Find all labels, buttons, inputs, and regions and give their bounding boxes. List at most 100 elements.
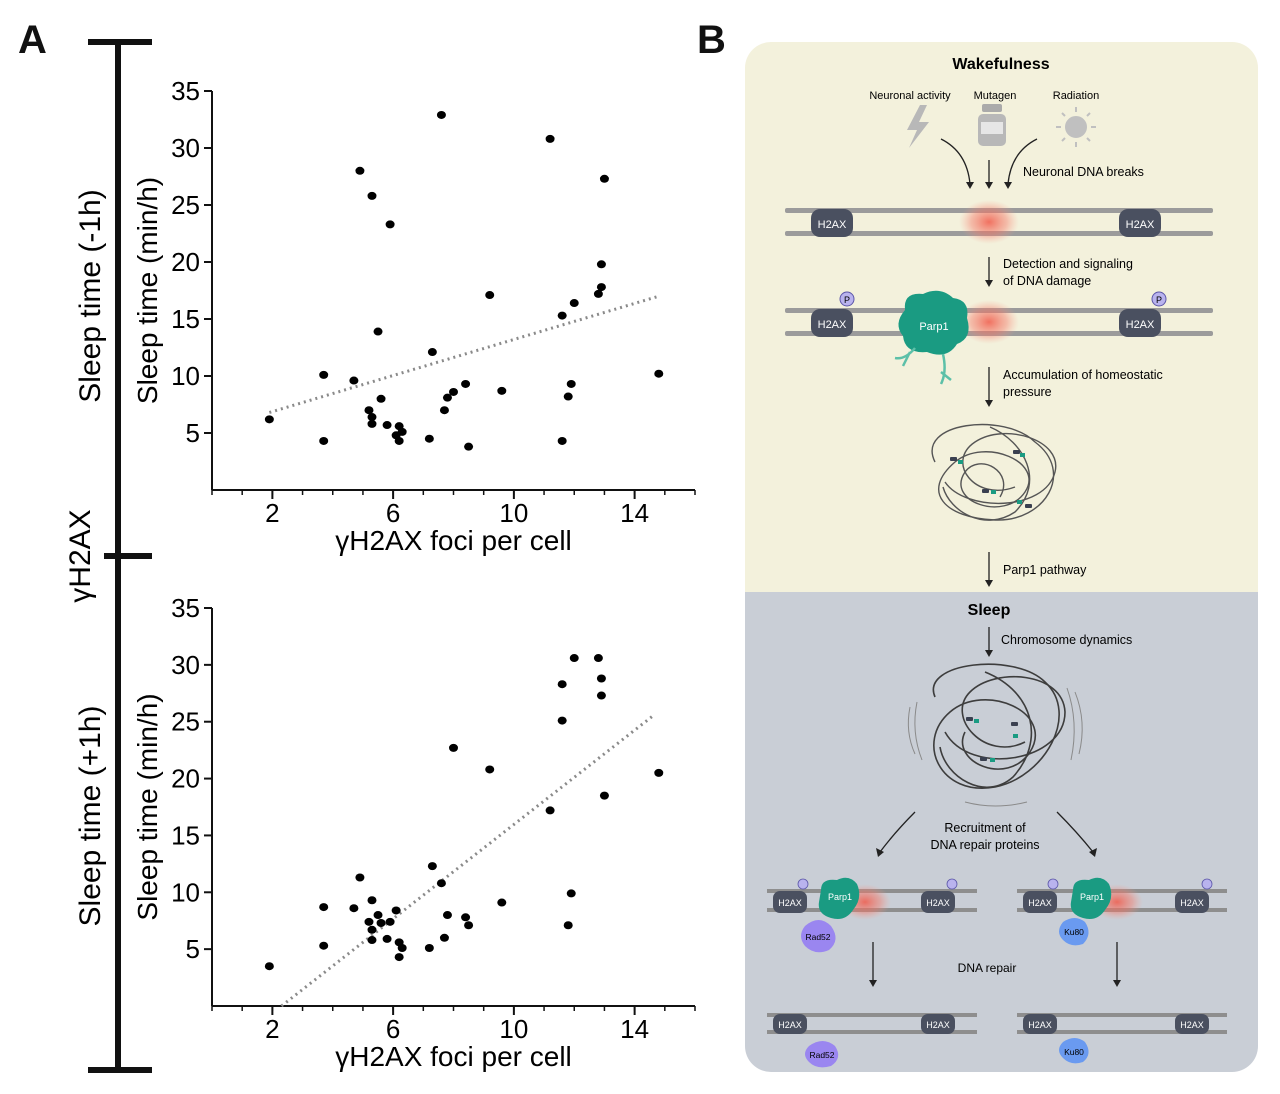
data-point <box>599 791 609 800</box>
y-tick-label: 25 <box>171 190 200 220</box>
data-point <box>382 421 392 430</box>
data-point <box>566 889 576 898</box>
svg-text:H2AX: H2AX <box>818 219 847 231</box>
y-tick-label: 10 <box>171 361 200 391</box>
data-point <box>427 348 437 357</box>
data-point <box>442 911 452 920</box>
svg-text:H2AX: H2AX <box>1180 1020 1204 1030</box>
accumulation-label-1: Accumulation of homeostatic <box>1003 368 1163 382</box>
neuronal-breaks-label: Neuronal DNA breaks <box>1023 165 1144 179</box>
group-label-bg <box>58 492 104 622</box>
repair-complex-rad52: H2AX H2AX Parp1 Rad52 <box>767 877 977 953</box>
chromatin-tangle-sleep <box>932 663 1066 789</box>
repaired-dna-left: H2AX H2AX Rad52 <box>767 1013 977 1068</box>
y-tick-label: 20 <box>171 247 200 277</box>
scatter-plot-before: 2 6 10 14 5 10 15 20 25 30 35 γH2AX foci per cell Sl… <box>132 76 696 556</box>
x-tick-label: 14 <box>620 498 649 528</box>
condition-bracket <box>88 39 152 1073</box>
data-point <box>364 406 374 415</box>
data-point <box>367 896 377 905</box>
y-axis-label: Sleep time (min/h) <box>132 693 163 920</box>
x-tick-label: 14 <box>620 1014 649 1044</box>
data-point <box>442 393 452 402</box>
data-point <box>485 291 495 300</box>
svg-text:H2AX: H2AX <box>1028 1020 1052 1030</box>
mechanism-diagram: Wakefulness Neuronal activity Mutagen Ra… <box>745 42 1258 1072</box>
x-tick-label: 10 <box>499 498 528 528</box>
chromatin-marks-sleep <box>966 717 1018 762</box>
data-point <box>424 944 434 953</box>
y-axis-label: Sleep time (min/h) <box>132 177 163 404</box>
data-point <box>319 370 329 379</box>
nucleosome-right: H2AX <box>1119 209 1161 237</box>
panel-a-letter: A <box>18 18 47 62</box>
sleep-title: Sleep <box>968 602 1011 619</box>
data-point <box>382 934 392 943</box>
motion-lines <box>907 687 1083 807</box>
dna-break-glow <box>959 200 1019 244</box>
phospho-nucleosome-right: H2AX P <box>1119 291 1167 337</box>
data-point <box>394 953 404 962</box>
data-point <box>367 936 377 945</box>
x-tick-label: 2 <box>265 498 279 528</box>
data-point <box>654 369 664 378</box>
svg-text:H2AX: H2AX <box>778 1020 802 1030</box>
data-point <box>485 765 495 774</box>
detection-label-1: Detection and signaling <box>1003 257 1133 271</box>
data-point <box>349 376 359 385</box>
data-point <box>497 898 507 907</box>
data-point <box>545 134 555 143</box>
panel-b-letter: B <box>697 18 726 62</box>
y-tick-label: 20 <box>171 764 200 794</box>
svg-text:Ku80: Ku80 <box>1064 927 1084 937</box>
x-tick-label: 6 <box>386 1014 400 1044</box>
data-point <box>319 903 329 912</box>
data-point <box>394 436 404 445</box>
repair-complex-ku80: H2AX H2AX Parp1 Ku80 <box>1017 877 1227 946</box>
data-point <box>557 436 567 445</box>
data-point <box>397 944 407 953</box>
data-point <box>373 327 383 336</box>
source-label-mutagen: Mutagen <box>974 90 1017 102</box>
svg-text:Parp1: Parp1 <box>828 892 852 902</box>
signaling-dna <box>785 300 1213 344</box>
data-point <box>566 379 576 388</box>
scatter-plot-after: 2 6 10 14 5 10 15 20 25 30 35 γH2AX foci per cell Sl… <box>132 593 696 1072</box>
bottom-row-label: Sleep time (+1h) <box>74 706 107 927</box>
data-point <box>464 442 474 451</box>
data-point <box>557 716 567 725</box>
data-point <box>569 654 579 663</box>
svg-text:Parp1: Parp1 <box>919 321 948 333</box>
data-point <box>545 806 555 815</box>
dna-repair-label: DNA repair <box>958 961 1017 975</box>
source-label-radiation: Radiation <box>1053 90 1099 102</box>
bottle-icon <box>978 104 1006 146</box>
data-point <box>319 941 329 950</box>
data-point <box>367 925 377 934</box>
data-point <box>654 768 664 777</box>
y-tick-label: 5 <box>186 418 200 448</box>
converging-arrows <box>940 138 1038 185</box>
x-axis-label: γH2AX foci per cell <box>335 1041 572 1072</box>
data-point <box>385 220 395 229</box>
trend-line <box>280 714 654 1008</box>
data-point <box>319 436 329 445</box>
x-axis-label: γH2AX foci per cell <box>335 525 572 556</box>
trend-line <box>268 294 660 414</box>
accumulation-label-2: pressure <box>1003 385 1052 399</box>
y-tick-label: 35 <box>171 593 200 623</box>
chromatin-marks-wake <box>950 450 1032 508</box>
svg-text:P: P <box>1156 295 1162 305</box>
repaired-dna-right: H2AX H2AX Ku80 <box>1017 1013 1227 1064</box>
data-point <box>557 311 567 320</box>
y-tick-label: 10 <box>171 877 200 907</box>
data-point <box>593 654 603 663</box>
svg-text:H2AX: H2AX <box>818 319 847 331</box>
data-point <box>436 110 446 119</box>
chromatin-tangle-wake <box>931 423 1057 521</box>
data-point <box>264 415 274 424</box>
data-point <box>376 918 386 927</box>
data-point <box>385 917 395 926</box>
x-tick-label: 6 <box>386 498 400 528</box>
data-point <box>439 933 449 942</box>
